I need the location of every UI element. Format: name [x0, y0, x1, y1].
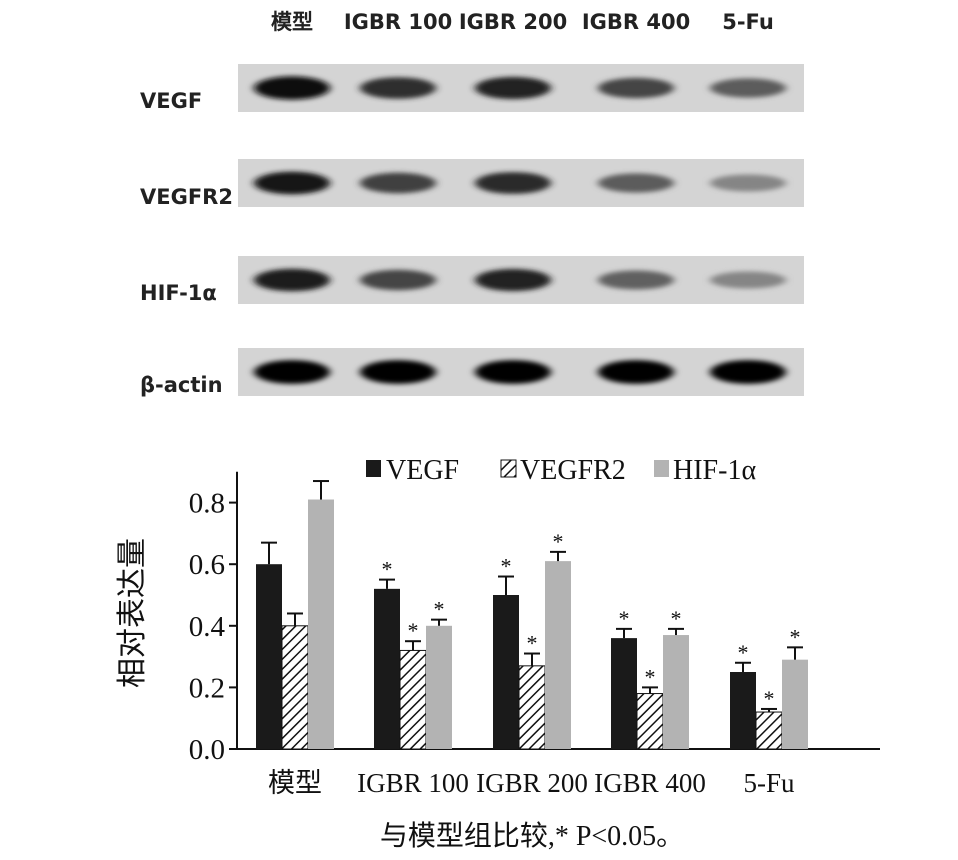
- blot-band: [598, 173, 674, 193]
- blot-lane-label: 模型: [271, 10, 313, 34]
- bar: [493, 595, 519, 749]
- blot-band: [710, 360, 786, 384]
- legend-item: HIF-1α: [654, 455, 756, 486]
- blot-row: VEGF: [140, 64, 804, 113]
- legend-label: HIF-1α: [673, 455, 756, 486]
- blot-row-label: β-actin: [140, 373, 223, 397]
- western-blot: 模型 IGBR 100 IGBR 200 IGBR 400 5-Fu VEGF VEGFR…: [140, 10, 804, 397]
- bar: [518, 665, 546, 750]
- significance-marker: *: [501, 554, 512, 579]
- figure-caption: 与模型组比较,* P<0.05。: [380, 820, 684, 852]
- bar: [308, 499, 334, 749]
- blot-row: β-actin: [140, 348, 804, 397]
- significance-marker: *: [671, 606, 682, 631]
- bar: [374, 588, 400, 749]
- bar: [611, 638, 637, 749]
- bar: [782, 659, 808, 749]
- blot-lane-labels: 模型 IGBR 100 IGBR 200 IGBR 400 5-Fu: [271, 10, 774, 34]
- significance-marker: *: [527, 631, 538, 656]
- y-tick-label: 0.8: [189, 488, 225, 520]
- series-vegf: * * * *: [256, 541, 756, 749]
- blot-band: [360, 360, 436, 384]
- blot-band: [254, 268, 330, 292]
- legend-item: VEGF: [366, 455, 459, 486]
- significance-marker: *: [408, 618, 419, 643]
- significance-marker: *: [553, 529, 564, 554]
- y-tick-label: 0.2: [189, 672, 225, 704]
- blot-band: [598, 270, 674, 290]
- bar: [730, 672, 756, 749]
- significance-marker: *: [738, 640, 749, 665]
- blot-band: [360, 172, 436, 194]
- significance-marker: *: [790, 624, 801, 649]
- blot-band: [475, 172, 551, 194]
- blot-row-label: HIF-1α: [140, 281, 217, 305]
- y-tick-label: 0.4: [189, 611, 226, 643]
- legend-swatch: [500, 459, 517, 478]
- blot-band: [710, 174, 786, 192]
- legend-label: VEGF: [386, 455, 459, 486]
- y-axis-label: 相对表达量: [116, 538, 149, 688]
- bar: [256, 564, 282, 749]
- blot-lane-label: 5-Fu: [722, 10, 774, 34]
- blot-band: [475, 268, 551, 292]
- blot-band: [254, 76, 330, 100]
- blot-row: VEGFR2: [140, 159, 804, 209]
- legend-swatch: [366, 460, 381, 477]
- y-tick-label: 0.0: [189, 734, 225, 766]
- significance-marker: *: [434, 597, 445, 622]
- significance-marker: *: [619, 606, 630, 631]
- significance-marker: *: [764, 686, 775, 711]
- blot-row: HIF-1α: [140, 256, 804, 305]
- blot-band: [475, 360, 551, 384]
- chart-legend: VEGF VEGFR2 HIF-1α: [366, 455, 756, 486]
- blot-band: [360, 77, 436, 99]
- bar: [426, 625, 452, 749]
- blot-row-label: VEGFR2: [140, 185, 233, 209]
- x-tick-label: IGBR 400: [594, 768, 706, 798]
- x-tick-label: 模型: [268, 768, 322, 798]
- bar-chart: VEGF VEGFR2 HIF-1α 相对表达量 0.0 0.2 0.4 0.6 0.8 *…: [116, 455, 880, 852]
- blot-row-label: VEGF: [140, 89, 202, 113]
- blot-band: [710, 271, 786, 289]
- legend-label: VEGFR2: [520, 455, 626, 486]
- blot-band: [475, 76, 551, 100]
- x-tick-label: IGBR 200: [476, 768, 588, 798]
- blot-band: [254, 171, 330, 195]
- bar: [399, 649, 427, 750]
- bar: [636, 693, 664, 750]
- series-vegfr2: * * * *: [281, 612, 783, 750]
- blot-lane-label: IGBR 400: [582, 10, 690, 34]
- blot-lane-label: IGBR 200: [459, 10, 567, 34]
- legend-swatch: [654, 460, 669, 477]
- blot-band: [598, 77, 674, 99]
- bar: [281, 625, 309, 750]
- x-tick-labels: 模型 IGBR 100 IGBR 200 IGBR 400 5-Fu: [268, 768, 795, 798]
- significance-marker: *: [382, 557, 393, 582]
- blot-rows: VEGF VEGFR2 HIF-1α β-actin: [140, 64, 804, 397]
- blot-band: [598, 360, 674, 384]
- x-tick-label: 5-Fu: [743, 768, 795, 798]
- bar: [663, 635, 689, 749]
- chart-bars: * * * * * * * * * * * *: [256, 480, 808, 750]
- blot-band: [710, 78, 786, 98]
- blot-band: [360, 269, 436, 291]
- bar: [545, 561, 571, 749]
- bar: [755, 711, 783, 750]
- series-hif-1-: * * * *: [308, 480, 808, 749]
- x-tick-label: IGBR 100: [357, 768, 469, 798]
- legend-item: VEGFR2: [500, 455, 626, 486]
- y-tick-label: 0.6: [189, 549, 225, 581]
- blot-lane-label: IGBR 100: [344, 10, 452, 34]
- blot-band: [254, 360, 330, 384]
- significance-marker: *: [645, 664, 656, 689]
